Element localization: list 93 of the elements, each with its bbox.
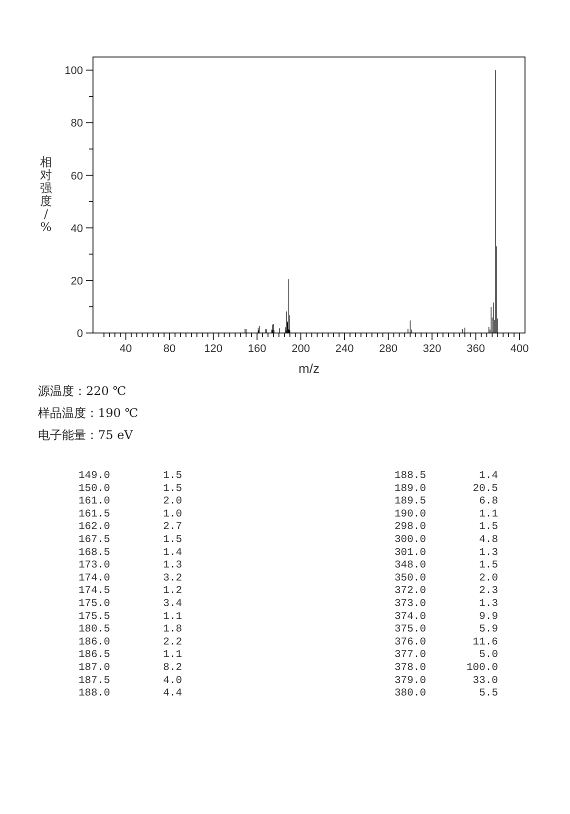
text: 源温度：220 ℃ [38,384,126,398]
text: 2.0 [479,572,498,584]
text: 1.1 [479,508,498,520]
y-axis-title: 相对强度/% [40,155,52,234]
x-tick-label: 160 [248,343,266,355]
x-tick-label: 400 [510,343,529,355]
text: 1.4 [163,546,182,559]
text: 1.4 [479,470,498,482]
text: 1.1 [163,649,182,662]
y-tick-label: 0 [76,328,83,340]
text: 149.0 [78,470,110,482]
text: 1.0 [163,508,182,520]
text: 161.5 [78,508,110,520]
text: 100.0 [466,662,498,674]
text: 3.4 [163,598,182,610]
text: 187.5 [78,674,110,687]
text: 1.5 [479,521,498,534]
text: 378.0 [394,662,426,674]
text: 180.5 [78,624,110,636]
text: 8.2 [163,662,182,674]
text: 380.0 [394,688,426,700]
text: 5.9 [479,624,498,636]
text: 11.6 [472,636,498,648]
y-tick-label: 40 [70,222,83,235]
text: 174.5 [78,585,110,598]
text: 1.3 [163,560,182,572]
text: 173.0 [78,560,110,572]
text: 377.0 [394,649,426,662]
text: 374.0 [394,610,426,623]
text: 162.0 [78,521,110,534]
text: 33.0 [472,674,498,687]
text: 4.0 [163,674,182,687]
text: 6.8 [479,496,498,508]
text: 188.0 [78,688,110,700]
text: 189.5 [394,496,426,508]
text: 1.3 [479,546,498,559]
text: 372.0 [394,585,426,598]
y-tick-label: 80 [70,118,83,130]
text: 1.1 [163,610,182,623]
text: 2.0 [163,496,182,508]
text: 298.0 [394,521,426,534]
text: 20.5 [472,482,498,495]
text: 167.5 [78,534,110,546]
x-axis-title: m/z [298,361,320,376]
text: 4.8 [479,534,498,546]
x-tick-label: 120 [204,343,222,355]
text: 2.2 [163,636,182,648]
text: 150.0 [78,482,110,495]
text: 187.0 [78,662,110,674]
x-tick-label: 80 [163,343,176,355]
text: 375.0 [394,624,426,636]
text: 1.2 [163,585,182,598]
text: 190.0 [394,508,426,520]
y-tick-label: 60 [70,170,83,182]
text: 174.0 [78,572,110,584]
text: 5.0 [479,649,498,662]
text: 301.0 [394,546,426,559]
text: 1.5 [479,560,498,572]
text: 189.0 [394,482,426,495]
text: 350.0 [394,572,426,584]
x-tick-label: 360 [466,343,485,355]
x-tick-label: 240 [335,343,354,355]
text: 348.0 [394,560,426,572]
text: 188.5 [394,470,426,482]
text: 1.5 [163,470,182,482]
x-tick-label: 40 [120,343,132,355]
text: 175.5 [78,610,110,623]
text: 1.5 [163,534,182,546]
y-tick-label: 100 [64,65,83,78]
text: 2.7 [163,521,182,534]
text: 186.0 [78,636,110,648]
text: 4.4 [163,688,182,700]
text: 1.8 [163,624,182,636]
text: 373.0 [394,598,426,610]
text: 300.0 [394,534,426,546]
x-tick-label: 280 [379,343,398,355]
text: 161.0 [78,496,110,508]
text: 379.0 [394,674,426,687]
x-tick-label: 200 [292,343,310,355]
text: 电子能量：75 eV [38,428,134,442]
text: 2.3 [479,585,498,598]
text: 168.5 [78,546,110,559]
text: 5.5 [479,688,498,700]
text: 175.0 [78,598,110,610]
x-tick-label: 320 [422,343,442,355]
text: 1.5 [163,482,182,495]
text: 186.5 [78,649,110,662]
text: 9.9 [479,610,498,623]
text: 样品温度：190 ℃ [38,406,138,420]
text: 1.3 [479,598,498,610]
y-tick-label: 20 [70,275,83,288]
text: 376.0 [394,636,426,648]
text: 3.2 [163,572,182,584]
